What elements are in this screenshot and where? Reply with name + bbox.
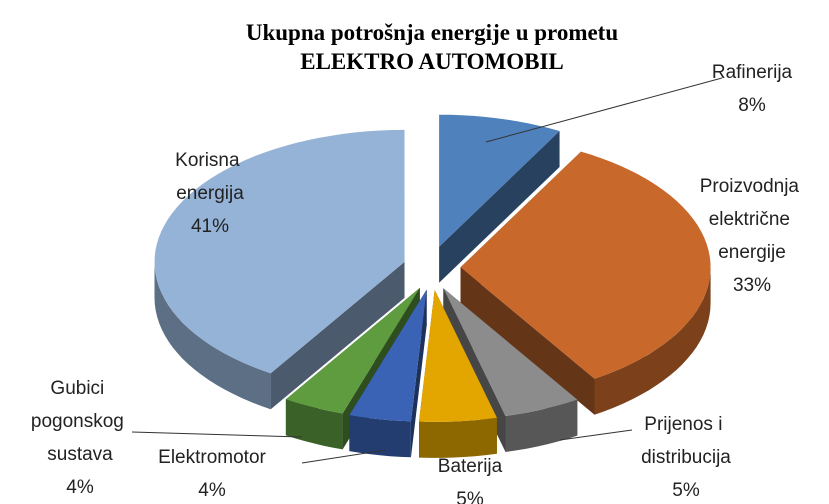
slice-wall (439, 131, 560, 283)
slice-side (419, 417, 497, 458)
label-line: Proizvodnja (700, 176, 805, 197)
data-label-name: Korisna energija (175, 150, 245, 204)
slice (349, 289, 427, 422)
data-label-name: Baterija (438, 456, 503, 477)
data-label-value: 5% (456, 489, 484, 504)
leader-line (301, 449, 387, 464)
slice (439, 114, 560, 247)
data-label-value: 8% (738, 95, 766, 116)
label-line: energija (176, 183, 244, 204)
label-line: distribucija (641, 447, 731, 468)
label-line: električne (709, 209, 796, 230)
label-line: Baterija (438, 456, 503, 477)
data-label-value: 4% (66, 477, 94, 498)
slice-side (349, 415, 411, 458)
slice-wall (270, 261, 405, 410)
label-line: Korisna (175, 150, 245, 171)
data-label-name: Prijenos i distribucija (641, 414, 731, 468)
data-label-name: Gubici pogonskog sustava (31, 378, 129, 465)
slice-side (154, 261, 271, 410)
label-line: energije (718, 242, 786, 263)
label-line: sustava (47, 444, 113, 465)
slice (460, 151, 711, 379)
leader-line (131, 431, 303, 438)
slice (285, 287, 420, 414)
leader-line (485, 77, 723, 143)
chart-subtitle: ELEKTRO AUTOMOBIL (300, 49, 564, 74)
label-line: pogonskog (31, 411, 129, 432)
leader-line (559, 429, 633, 441)
label-line: Prijenos i (644, 414, 727, 435)
slice (443, 288, 578, 416)
data-label-name: Elektromotor (158, 447, 266, 468)
slice-wall (460, 267, 595, 415)
label-line: Elektromotor (158, 447, 266, 468)
data-label-value: 4% (198, 480, 226, 501)
data-label-value: 5% (672, 480, 700, 501)
slice-side (505, 399, 578, 452)
data-label-value: 33% (733, 275, 771, 296)
label-line: Gubici (50, 378, 109, 399)
slice (154, 129, 405, 374)
slice (419, 289, 497, 422)
chart-title: Ukupna potrošnja energije u prometu (246, 20, 618, 45)
slice-side (594, 267, 711, 415)
data-label-value: 41% (191, 216, 229, 237)
label-line: Rafinerija (712, 62, 793, 83)
data-label-name: Rafinerija (712, 62, 793, 83)
data-label-name: Proizvodnja električne energije (700, 176, 805, 263)
